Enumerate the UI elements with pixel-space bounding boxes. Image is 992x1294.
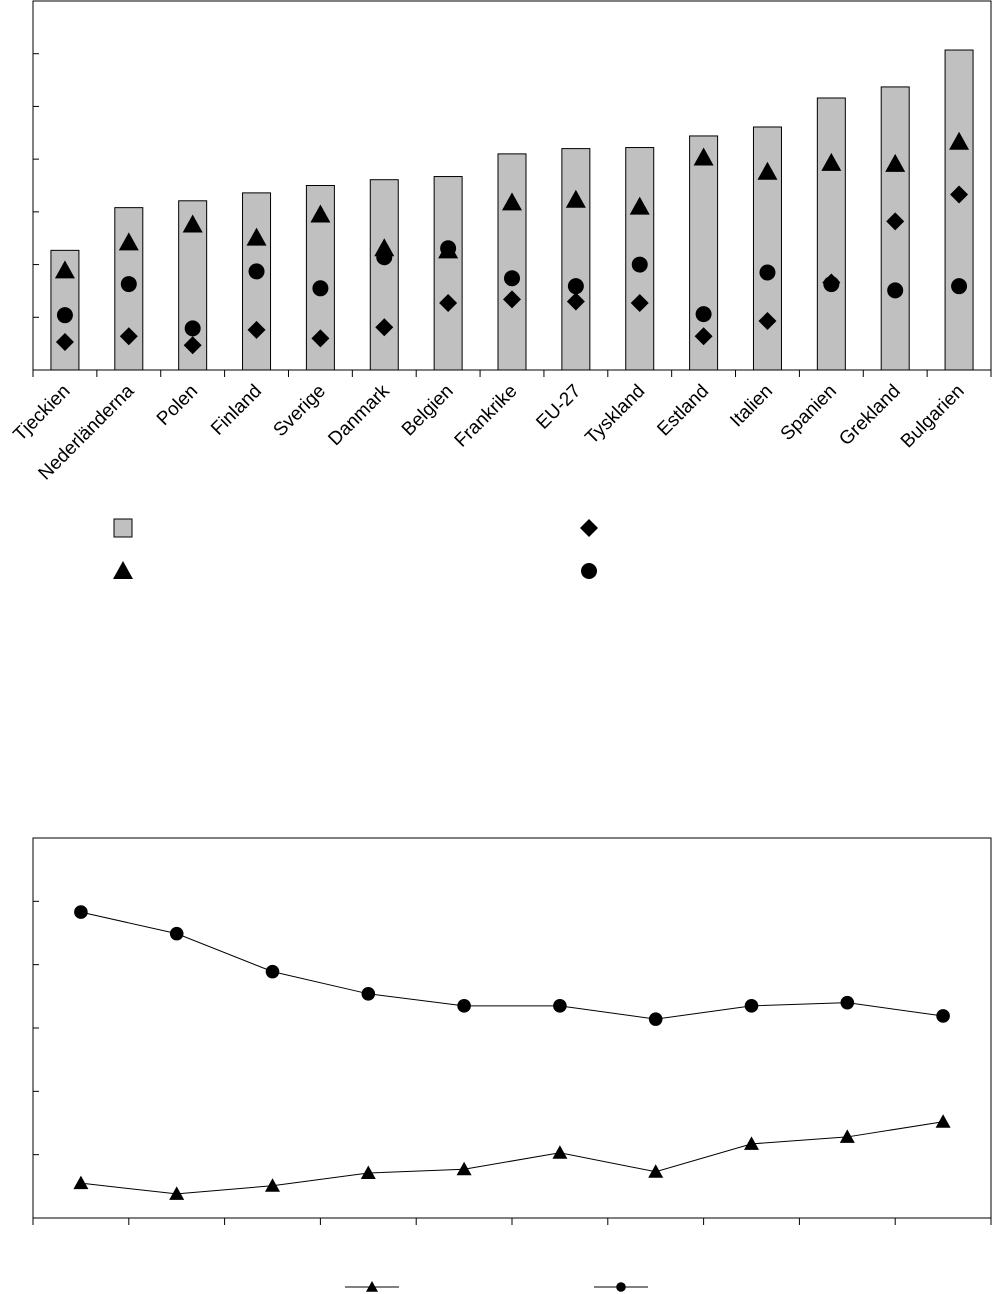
triangle-marker: [118, 232, 139, 251]
triangle-marker: [366, 1281, 378, 1292]
triangle-marker: [502, 192, 522, 211]
diamond-marker: [630, 294, 649, 313]
circle-marker: [248, 263, 265, 280]
diamond-marker: [503, 290, 521, 309]
circle-marker: [887, 282, 904, 299]
triangle-marker: [360, 1165, 376, 1180]
series-line: [80, 1121, 944, 1195]
diamond-marker: [247, 320, 266, 339]
triangle-marker: [885, 153, 906, 172]
bar: [242, 192, 272, 371]
triangle-marker: [552, 1145, 568, 1159]
triangle-marker: [73, 1175, 89, 1190]
diamond-marker: [375, 318, 394, 337]
triangle-marker: [693, 147, 714, 166]
diamond-marker: [566, 292, 585, 311]
x-tick-label: Bulgarien: [897, 381, 969, 453]
x-tick-label: Frankrike: [451, 381, 522, 452]
x-tick-label: Polen: [153, 381, 202, 430]
x-tick-label: Spanien: [777, 381, 841, 445]
circle-marker: [823, 276, 840, 293]
circle-marker: [361, 987, 376, 1001]
series-line: [80, 911, 944, 1020]
x-tick-label: Tjeckien: [10, 381, 75, 446]
x-tick-label: EU-27: [532, 381, 585, 434]
triangle-marker: [54, 260, 75, 279]
circle-marker: [312, 280, 329, 297]
x-tick-label: Italien: [726, 381, 777, 432]
bar: [944, 49, 974, 371]
diamond-marker: [758, 311, 777, 330]
triangle-marker: [839, 1129, 855, 1143]
triangle-marker: [821, 152, 842, 171]
circle-marker: [504, 270, 520, 287]
circle-marker: [376, 249, 393, 266]
triangle-marker: [935, 1114, 951, 1128]
circle-marker: [936, 1009, 950, 1023]
bar: [561, 148, 591, 371]
circle-marker: [951, 278, 968, 295]
diamond-marker: [950, 185, 969, 204]
bar: [433, 176, 463, 371]
diamond-marker: [439, 294, 458, 313]
x-tick-label: Belgien: [398, 381, 458, 441]
triangle-marker: [744, 1136, 759, 1150]
x-tick-label: Finland: [207, 381, 266, 440]
diamond-marker: [55, 333, 74, 352]
bar: [369, 179, 399, 371]
diamond-marker: [183, 336, 202, 355]
diamond-marker: [119, 327, 138, 346]
triangle-marker: [169, 1186, 185, 1200]
bar: [497, 153, 527, 371]
diamond-marker: [311, 329, 330, 348]
circle-marker: [581, 563, 597, 579]
circle-marker: [840, 995, 855, 1010]
triangle-marker: [949, 131, 970, 150]
x-tick-label: Tyskland: [581, 381, 649, 449]
circle-marker: [744, 999, 759, 1013]
bar: [816, 97, 846, 371]
circle-marker: [759, 264, 776, 281]
diamond-marker: [694, 327, 713, 346]
triangle-marker: [648, 1164, 664, 1178]
triangle-marker: [565, 189, 586, 208]
circle-marker: [440, 240, 457, 257]
x-tick-label: Estland: [653, 381, 713, 441]
circle-marker: [648, 1012, 663, 1026]
triangle-marker: [629, 196, 650, 215]
triangle-marker: [757, 161, 778, 180]
circle-marker: [567, 278, 584, 295]
diamond-marker: [886, 212, 905, 231]
triangle-marker: [246, 227, 267, 246]
triangle-marker: [182, 214, 203, 233]
x-tick-label: Grekland: [835, 381, 904, 450]
circle-marker: [265, 964, 280, 979]
legend-swatch: [113, 518, 133, 538]
circle-marker: [631, 256, 648, 273]
circle-marker: [120, 276, 137, 293]
triangle-marker: [113, 561, 133, 579]
triangle-marker: [310, 204, 331, 223]
circle-marker: [553, 999, 567, 1013]
diamond-marker: [580, 519, 598, 537]
circle-marker: [184, 320, 201, 337]
circle-marker: [56, 307, 73, 324]
circle-marker: [695, 306, 712, 323]
triangle-marker: [456, 1161, 472, 1176]
circle-marker: [74, 905, 88, 919]
circle-marker: [616, 1282, 626, 1292]
x-tick-label: Danmark: [324, 380, 394, 450]
x-tick-label: Sverige: [270, 381, 330, 441]
circle-marker: [169, 926, 184, 941]
circle-marker: [457, 999, 471, 1013]
triangle-marker: [265, 1178, 280, 1192]
